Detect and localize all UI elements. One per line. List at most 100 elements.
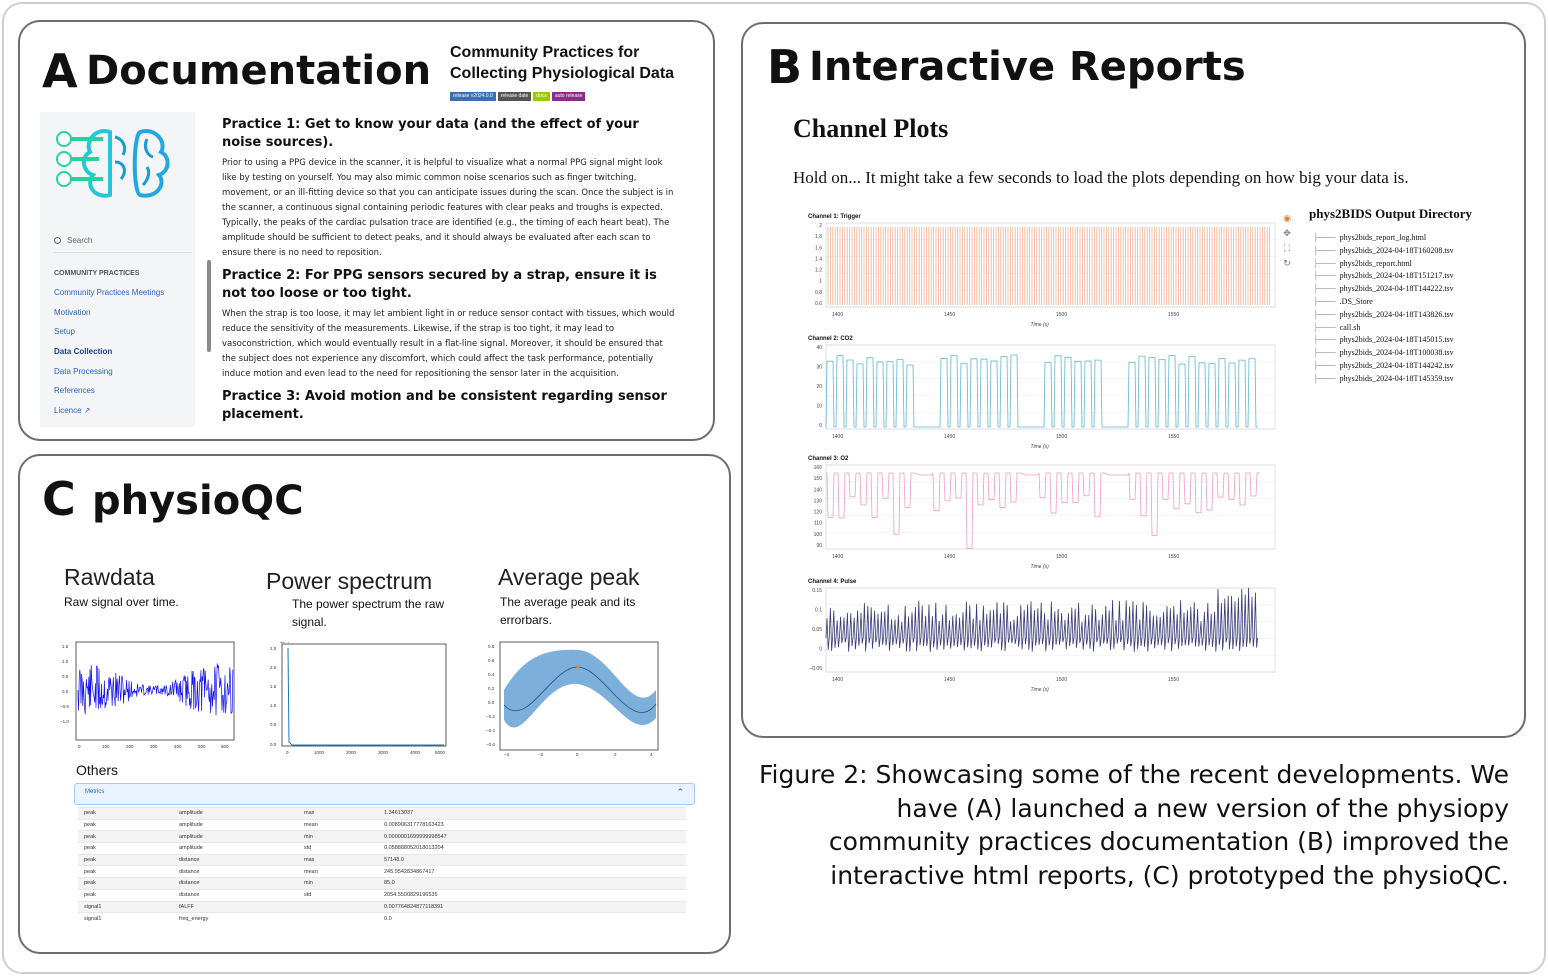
x-axis-label: Time (s) xyxy=(1031,687,1050,693)
search-placeholder: Search xyxy=(67,236,93,245)
directory-title: phys2BIDS Output Directory xyxy=(1309,206,1473,221)
badge[interactable]: docs xyxy=(533,92,550,101)
file-list-item[interactable]: ├─── call.sh xyxy=(1313,322,1472,335)
file-list-item[interactable]: ├─── phys2bids_2024-04-18T160208.tsv xyxy=(1313,245,1472,258)
practice-title: Practice 2: For PPG sensors secured by a… xyxy=(222,268,657,301)
file-name: .DS_Store xyxy=(1339,296,1373,306)
search-input[interactable]: Search xyxy=(54,236,92,245)
tree-branch-icon: ├─── xyxy=(1313,322,1336,332)
practice-title: Practice 3: Avoid motion and be consiste… xyxy=(222,389,667,422)
tree-branch-icon: ├─── xyxy=(1313,245,1336,255)
x-tick-label: 1550 xyxy=(1168,677,1179,683)
y-tick-label: 0.05 xyxy=(812,627,822,633)
table-cell: mean xyxy=(298,818,378,831)
svg-text:1.0: 1.0 xyxy=(62,659,69,664)
metrics-accordion-label: Metrics xyxy=(85,789,105,795)
file-list-item[interactable]: ├─── phys2bids_2024-04-18T144222.tsv xyxy=(1313,283,1472,296)
file-list-item[interactable]: ├─── phys2bids_2024-04-18T145359.tsv xyxy=(1313,373,1472,386)
file-list-item[interactable]: ├─── phys2bids_2024-04-18T151217.tsv xyxy=(1313,270,1472,283)
sidebar-item[interactable]: Data Processing xyxy=(54,366,113,376)
pan-icon[interactable]: ✥ xyxy=(1283,229,1291,239)
table-cell: mean xyxy=(298,865,378,878)
sidebar-nav: Community Practices Meetings Motivation Se… xyxy=(54,288,164,426)
svg-text:0: 0 xyxy=(78,744,81,749)
physiopy-brain-logo xyxy=(56,129,170,198)
sidebar-item[interactable]: References xyxy=(54,386,95,396)
metrics-accordion[interactable]: Metrics ⌃ xyxy=(74,783,695,805)
sidebar-item[interactable]: Community Practices Meetings xyxy=(54,288,165,297)
sidebar-scrollbar[interactable] xyxy=(207,260,211,352)
average-peak-plot: 0.8 0.6 0.4 0.2 0.0 −0.2 −0.4 −0.6 −4 −2 0 2 4 xyxy=(486,641,659,757)
docs-sidebar: Search COMMUNITY PRACTICES Community Pra… xyxy=(40,112,211,427)
y-tick-label: 150 xyxy=(814,476,823,482)
tree-branch-icon: ├─── xyxy=(1313,296,1336,306)
svg-text:−0.4: −0.4 xyxy=(486,728,495,733)
svg-text:2: 2 xyxy=(614,752,617,757)
file-list-item[interactable]: ├─── phys2bids_2024-04-18T145015.tsv xyxy=(1313,334,1472,347)
svg-text:1.0: 1.0 xyxy=(270,703,277,708)
section-description: The power spectrum the raw signal. xyxy=(292,597,445,629)
box-zoom-icon[interactable]: ⛶ xyxy=(1283,244,1291,254)
plot-frame xyxy=(75,641,235,741)
sidebar-item[interactable]: Motivation xyxy=(54,307,91,317)
sidebar-item[interactable]: Licence ↗ xyxy=(54,406,91,416)
sidebar-item[interactable]: Data Collection xyxy=(54,347,113,357)
badge[interactable]: auto release xyxy=(551,92,586,101)
x-tick-label: 1500 xyxy=(1056,312,1067,318)
table-cell: peak xyxy=(78,842,173,855)
y-tick-label: 90 xyxy=(816,543,822,549)
section-heading: Rawdata xyxy=(64,564,155,590)
table-cell: peak xyxy=(78,877,173,890)
table-row: peak amplitude std 0.058888052018013204 xyxy=(78,842,686,855)
svg-text:2.5: 2.5 xyxy=(270,646,277,651)
panel-interactive-reports: B Interactive Reports Channel Plots Hold… xyxy=(741,22,1526,738)
practice-body: Prior to using a PPG device in the scann… xyxy=(222,158,674,258)
svg-text:600: 600 xyxy=(221,744,229,749)
svg-text:0.4: 0.4 xyxy=(488,672,495,677)
x-tick-label: 1400 xyxy=(832,677,843,683)
file-name: phys2bids_report.html xyxy=(1339,258,1412,268)
file-list-item[interactable]: ├─── phys2bids_report_log.html xyxy=(1313,232,1472,245)
sidebar-item[interactable]: Setup xyxy=(54,327,75,337)
table-cell: amplitude xyxy=(173,807,298,820)
x-axis-label: Time (s) xyxy=(1031,444,1050,450)
panel-physioqc: C physioQC Rawdata Raw signal over time.… xyxy=(18,454,731,954)
panel-title: Interactive Reports xyxy=(809,44,1246,90)
file-list-item[interactable]: ├─── phys2bids_report.html xyxy=(1313,258,1472,271)
chevron-up-icon[interactable]: ⌃ xyxy=(676,788,684,798)
x-tick-label: 1400 xyxy=(832,434,843,440)
tree-branch-icon: ├─── xyxy=(1313,360,1336,370)
y-tick-label: 0 xyxy=(819,647,822,653)
file-list-item[interactable]: ├─── phys2bids_2024-04-18T100038.tsv xyxy=(1313,347,1472,360)
file-list-item[interactable]: ├─── phys2bids_2024-04-18T143826.tsv xyxy=(1313,309,1472,322)
table-cell: distance xyxy=(173,865,298,878)
svg-text:0.0: 0.0 xyxy=(488,700,495,705)
badge[interactable]: release v2024.0.0 xyxy=(450,92,496,101)
svg-text:0: 0 xyxy=(286,750,289,755)
sidebar-section-heading: COMMUNITY PRACTICES xyxy=(54,270,140,277)
plot-frame xyxy=(825,222,1276,308)
y-tick-label: 1.8 xyxy=(815,234,822,240)
report-heading: Channel Plots xyxy=(793,114,949,143)
table-cell: peak xyxy=(78,853,173,866)
sidebar-divider xyxy=(54,252,192,253)
file-list-item[interactable]: ├─── phys2bids_2024-04-18T144242.tsv xyxy=(1313,360,1472,373)
y-tick-label: 100 xyxy=(814,532,823,538)
badge[interactable]: release date xyxy=(497,92,532,101)
svg-text:1000: 1000 xyxy=(314,750,325,755)
reset-icon[interactable]: ↻ xyxy=(1283,259,1291,269)
x-tick-label: 1450 xyxy=(944,434,955,440)
file-name: phys2bids_report_log.html xyxy=(1339,233,1427,242)
tree-branch-icon: ├─── xyxy=(1313,309,1336,319)
rawdata-ticks: 1.5 1.0 0.5 0.0 −0.5 −1.0 0 100 200 300 400 500 600 xyxy=(60,644,229,749)
table-cell: std xyxy=(298,888,378,901)
svg-text:−2: −2 xyxy=(538,752,544,757)
table-cell: distance xyxy=(173,877,298,890)
section-average-peak: Average peak The average peak and its er… xyxy=(498,564,660,629)
x-tick-label: 1550 xyxy=(1168,434,1179,440)
svg-text:200: 200 xyxy=(126,744,134,749)
panel-documentation: A Documentation Community Practices for … xyxy=(18,20,715,441)
svg-text:0.2: 0.2 xyxy=(488,686,495,691)
file-list-item[interactable]: ├─── .DS_Store xyxy=(1313,296,1472,309)
docs-site-title[interactable]: Community Practices for Collecting Physi… xyxy=(450,44,675,82)
